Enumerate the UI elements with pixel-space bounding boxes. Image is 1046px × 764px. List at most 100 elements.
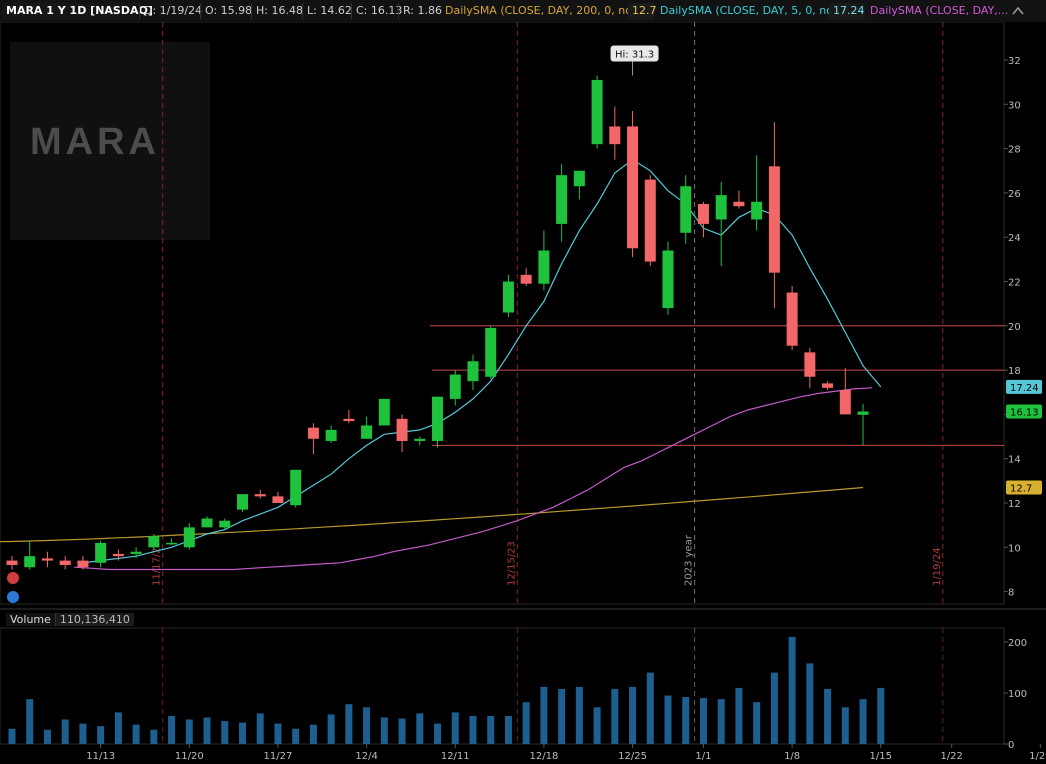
candle[interactable] <box>502 274 514 317</box>
volume-bar[interactable] <box>97 726 105 744</box>
candle[interactable] <box>183 522 195 550</box>
candle[interactable] <box>148 534 160 550</box>
candle[interactable] <box>325 425 337 444</box>
volume-bar[interactable] <box>327 714 335 744</box>
candle[interactable] <box>95 540 107 568</box>
volume-bar[interactable] <box>26 699 34 744</box>
candle[interactable] <box>485 325 497 379</box>
candle[interactable] <box>591 75 603 149</box>
volume-bar[interactable] <box>770 672 778 744</box>
volume-bar[interactable] <box>168 715 176 744</box>
candle[interactable] <box>768 122 780 309</box>
volume-bar[interactable] <box>292 728 300 744</box>
candle[interactable] <box>467 354 479 391</box>
volume-bar[interactable] <box>629 686 637 744</box>
volume-bar[interactable] <box>256 713 264 744</box>
volume-bar[interactable] <box>185 719 193 744</box>
volume-bar[interactable] <box>646 672 654 744</box>
candle[interactable] <box>432 396 444 448</box>
volume-axis[interactable]: 0 100 200 <box>1004 638 1027 751</box>
volume-bar[interactable] <box>824 688 832 744</box>
candle[interactable] <box>715 181 727 266</box>
volume-bar[interactable] <box>363 707 371 744</box>
candle[interactable] <box>786 285 798 351</box>
sma200-label[interactable]: DailySMA (CLOSE, DAY, 200, 0, no) <box>445 4 637 17</box>
volume-bar[interactable] <box>309 724 317 744</box>
candle[interactable] <box>166 538 178 546</box>
candle[interactable] <box>272 491 284 503</box>
volume-bar[interactable] <box>575 686 583 744</box>
candle[interactable] <box>290 469 302 508</box>
candle[interactable] <box>680 175 692 244</box>
candle[interactable] <box>573 170 585 200</box>
candle[interactable] <box>219 518 231 530</box>
candle[interactable] <box>697 201 709 238</box>
candle[interactable] <box>343 409 355 424</box>
volume-bar[interactable] <box>150 729 158 744</box>
volume-bar[interactable] <box>434 723 442 744</box>
volume-bar[interactable] <box>203 717 211 744</box>
volume-bar[interactable] <box>522 702 530 744</box>
volume-bar[interactable] <box>416 713 424 744</box>
volume-bar[interactable] <box>43 729 51 744</box>
candle[interactable] <box>804 347 816 388</box>
candle[interactable] <box>77 556 89 570</box>
candle[interactable] <box>361 416 373 439</box>
symbol-label[interactable]: MARA 1 Y 1D [NASDAQ] <box>2 3 153 19</box>
candle[interactable] <box>59 556 71 570</box>
sma200-line[interactable] <box>0 486 864 543</box>
volume-bar[interactable] <box>611 688 619 744</box>
volume-bar[interactable] <box>735 687 743 744</box>
candle[interactable] <box>130 547 142 559</box>
candle[interactable] <box>627 110 639 258</box>
volume-bar[interactable] <box>753 702 761 744</box>
volume-bar[interactable] <box>859 699 867 744</box>
collapse-chevron-icon[interactable] <box>1010 3 1026 19</box>
sma5-label[interactable]: DailySMA (CLOSE, DAY, 5, 0, no) <box>660 4 838 17</box>
candle[interactable] <box>644 175 656 266</box>
volume-label[interactable]: Volume <box>6 613 55 626</box>
candle[interactable] <box>822 381 834 391</box>
volume-bar[interactable] <box>221 721 229 744</box>
candle[interactable] <box>520 268 532 286</box>
candle[interactable] <box>24 540 36 570</box>
volume-bar[interactable] <box>61 719 69 744</box>
sma5-line[interactable] <box>82 158 882 564</box>
candle[interactable] <box>733 190 745 209</box>
candle[interactable] <box>254 489 266 499</box>
volume-bar[interactable] <box>345 704 353 744</box>
volume-bar[interactable] <box>504 715 512 744</box>
candle[interactable] <box>839 367 851 415</box>
volume-bar[interactable] <box>841 707 849 744</box>
candle[interactable] <box>857 403 869 445</box>
candle[interactable] <box>556 164 568 242</box>
volume-bar[interactable] <box>380 717 388 744</box>
volume-bar[interactable] <box>717 699 725 744</box>
volume-bar[interactable] <box>558 688 566 744</box>
candle[interactable] <box>307 423 319 455</box>
volume-bar[interactable] <box>806 663 814 744</box>
time-axis[interactable]: 11/13 11/20 11/27 12/4 12/11 12/18 12/25 1/1 1/8… <box>86 744 1046 762</box>
volume-bar[interactable] <box>238 722 246 744</box>
volume-bar[interactable] <box>788 636 796 744</box>
candle[interactable] <box>378 398 390 426</box>
volume-bar[interactable] <box>487 715 495 744</box>
candle[interactable] <box>751 155 763 231</box>
candle[interactable] <box>449 370 461 406</box>
candle[interactable] <box>6 556 18 570</box>
candle[interactable] <box>662 241 674 315</box>
candle[interactable] <box>414 436 426 446</box>
volume-bar[interactable] <box>8 728 16 744</box>
volume-bar[interactable] <box>593 707 601 744</box>
candle[interactable] <box>112 549 124 561</box>
volume-bar[interactable] <box>682 697 690 744</box>
sma-slow-label[interactable]: DailySMA (CLOSE, DAY,... <box>870 4 1009 17</box>
volume-bar[interactable] <box>132 724 140 744</box>
volume-bar[interactable] <box>114 712 122 744</box>
volume-bar[interactable] <box>398 718 406 745</box>
chart-icons[interactable] <box>7 572 19 603</box>
candle[interactable] <box>396 414 408 453</box>
volume-bar[interactable] <box>274 723 282 744</box>
alert-icon[interactable] <box>7 572 19 584</box>
